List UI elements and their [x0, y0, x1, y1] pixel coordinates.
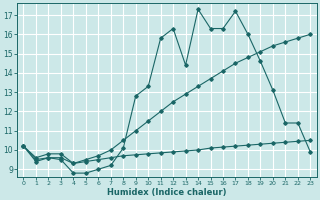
X-axis label: Humidex (Indice chaleur): Humidex (Indice chaleur): [107, 188, 227, 197]
